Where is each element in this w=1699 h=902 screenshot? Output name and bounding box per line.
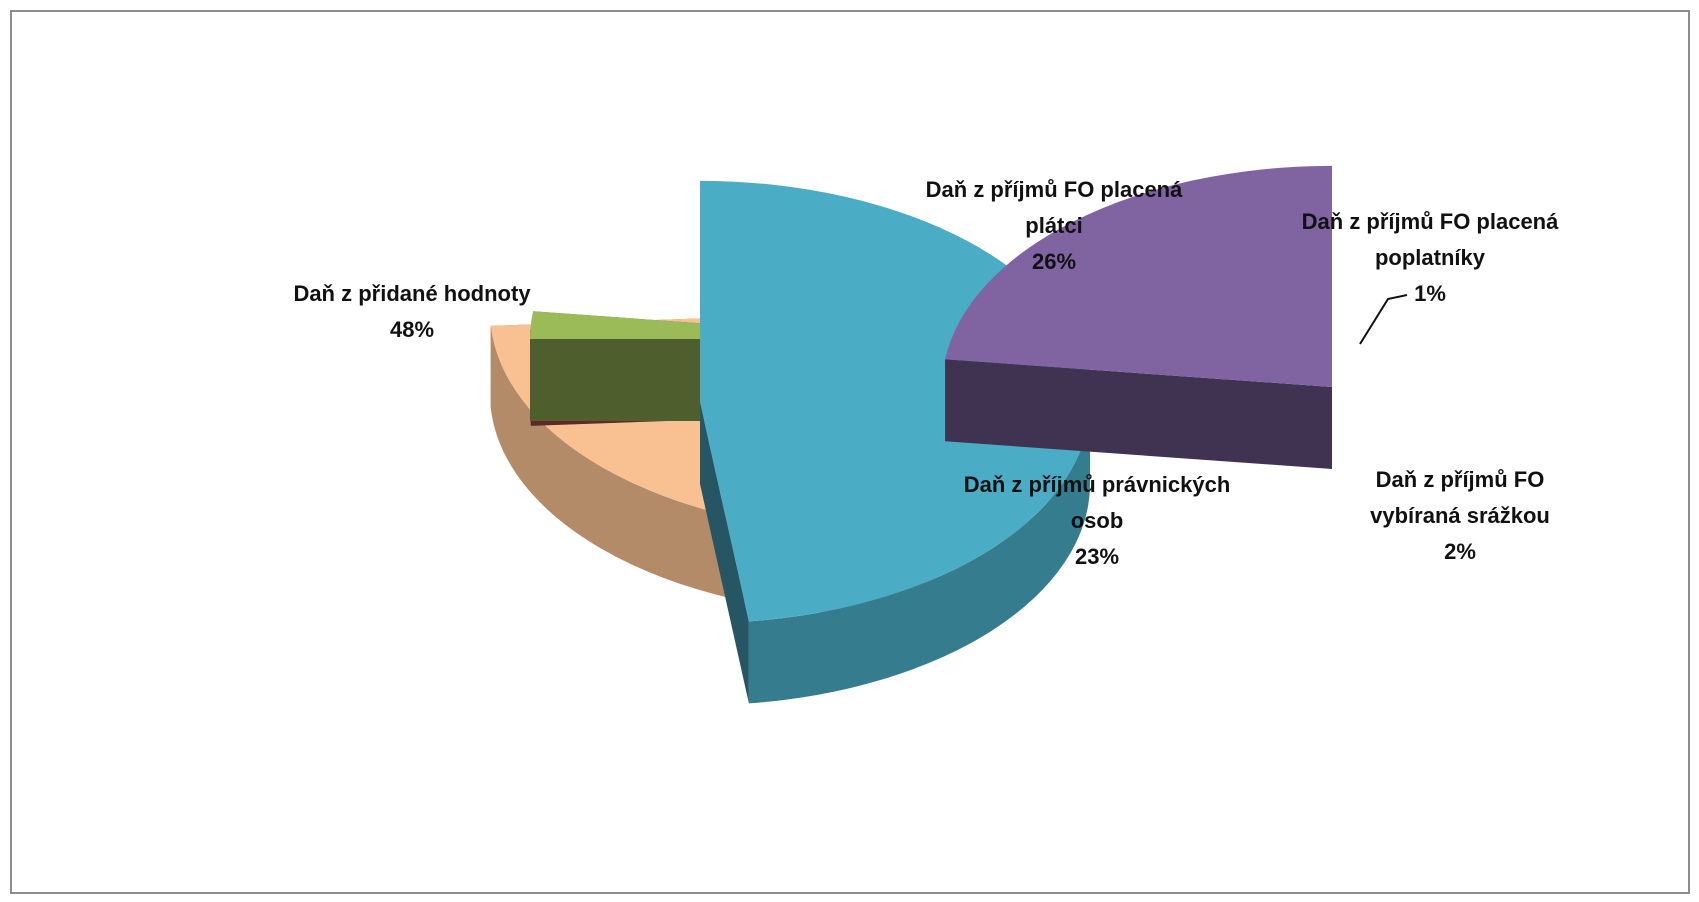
- slice-percent: 23%: [1074, 544, 1120, 569]
- slice-percent: 48%: [389, 317, 435, 342]
- slice-percent: 2%: [1444, 539, 1476, 564]
- slice-label-line: Daň z příjmů právnických: [963, 472, 1231, 497]
- slice-label-3: Daň z příjmů FO vybíraná srážkou 2%: [1290, 462, 1630, 570]
- slice-percent: 26%: [1031, 249, 1077, 274]
- chart-area: Daň z přidané hodnoty 48% Daň z příjmů FO …: [10, 10, 1690, 894]
- slice-4-side-start: [945, 359, 1332, 469]
- slice-label-2: Daň z příjmů FO placená poplatníky 1%: [1260, 204, 1600, 312]
- pie-slice-4: [945, 165, 1332, 469]
- slice-label-line: Daň z přidané hodnoty: [293, 281, 531, 306]
- slice-0-side-end: [700, 402, 749, 704]
- slice-0-rim: [748, 402, 1090, 704]
- slice-percent: 1%: [1414, 281, 1446, 306]
- slice-label-line: Daň z příjmů FO placená: [925, 177, 1183, 202]
- slice-label-line: plátci: [1025, 213, 1083, 238]
- pie-chart: [490, 165, 1408, 704]
- slice-4-top: [945, 165, 1332, 387]
- slice-label-line: vybíraná srážkou: [1370, 503, 1550, 528]
- slice-label-line: Daň z příjmů FO placená: [1301, 209, 1559, 234]
- leader-line: [1359, 294, 1408, 345]
- slice-label-0: Daň z přidané hodnoty 48%: [242, 276, 582, 348]
- slice-label-line: Daň z příjmů FO: [1375, 467, 1545, 492]
- slice-label-1: Daň z příjmů FO placená plátci 26%: [884, 172, 1224, 280]
- slice-label-4: Daň z příjmů právnických osob 23%: [927, 467, 1267, 575]
- slice-label-line: poplatníky: [1374, 245, 1485, 270]
- slice-label-line: osob: [1070, 508, 1124, 533]
